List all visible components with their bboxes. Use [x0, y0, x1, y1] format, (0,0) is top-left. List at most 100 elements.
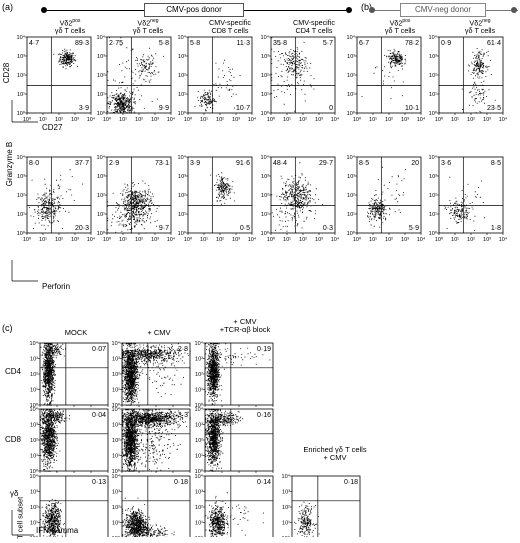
cd28-cd27-plot-events — [53, 48, 78, 70]
y-tick-label: 10⁰ — [112, 535, 121, 537]
y-tick-label: 10³ — [112, 490, 120, 496]
x-tick-label: 10⁰ — [435, 236, 444, 243]
quadrant-label-upper-left: 3·9 — [190, 160, 200, 167]
y-tick-label: 10³ — [195, 423, 203, 429]
quadrant-label-upper-right: 0·13 — [92, 479, 106, 486]
y-tick-label: 10¹ — [347, 212, 355, 218]
y-tick-label: 10³ — [261, 54, 269, 60]
y-tick-label: 10⁰ — [282, 535, 291, 537]
quadrant-label-upper-right: 0·16 — [257, 412, 271, 419]
y-tick-label: 10¹ — [30, 521, 38, 527]
x-tick-label: 10³ — [232, 117, 240, 123]
cd28-cd27-plot-frame — [26, 36, 92, 114]
plot-title: Vδ2pos γδ T cells — [54, 18, 86, 35]
y-tick-label: 10⁰ — [347, 110, 356, 117]
y-tick-label: 10⁰ — [195, 468, 204, 475]
y-tick-label: 10² — [112, 438, 120, 444]
y-tick-label: 10⁴ — [195, 340, 204, 347]
cd28-cd27-plot-events — [461, 48, 496, 114]
y-tick-label: 10³ — [347, 174, 355, 180]
y-tick-label: 10¹ — [17, 212, 25, 218]
x-tick-label: 10² — [216, 117, 224, 123]
x-tick-label: 10² — [135, 117, 143, 123]
x-tick-label: 10² — [55, 237, 63, 243]
y-tick-label: 10⁴ — [17, 154, 26, 161]
donor-bracket-end — [346, 7, 352, 13]
y-tick-label: 10¹ — [195, 521, 203, 527]
x-tick-label: 10² — [467, 237, 475, 243]
y-tick-label: 10¹ — [347, 92, 355, 98]
y-tick-label: 10¹ — [429, 92, 437, 98]
y-tick-label: 10³ — [347, 54, 355, 60]
y-tick-label: 10² — [195, 505, 203, 511]
y-tick-label: 10⁰ — [112, 468, 121, 475]
quadrant-label-upper-left: 35·8 — [273, 40, 287, 47]
x-tick-label: 10³ — [401, 237, 409, 243]
y-tick-label: 10⁴ — [429, 154, 438, 161]
quadrant-label-upper-left: 6·7 — [359, 40, 369, 47]
quadrant-label-upper-right: 0·18 — [174, 479, 188, 486]
y-tick-label: 10¹ — [30, 388, 38, 394]
y-tick-label: 10⁰ — [195, 535, 204, 537]
x-tick-label: 10⁴ — [248, 236, 257, 243]
quadrant-label-upper-left: 8·0 — [29, 160, 39, 167]
quadrant-label-upper-left: 2·9 — [109, 160, 119, 167]
quadrant-label-lower-right: 10·1 — [405, 105, 419, 112]
x-tick-label: 10³ — [483, 237, 491, 243]
y-tick-label: 10¹ — [97, 212, 105, 218]
x-tick-label: 10⁴ — [87, 236, 96, 243]
plot-title: CMV-specific CD8 T cells — [209, 18, 251, 35]
x-tick-label: 10⁴ — [167, 116, 176, 123]
y-tick-label: 10⁴ — [112, 473, 121, 480]
y-tick-label: 10⁰ — [261, 230, 270, 237]
quadrant-label-upper-right: 5·7 — [323, 40, 333, 47]
y-tick-label: 10¹ — [282, 521, 290, 527]
y-tick-label: 10² — [30, 505, 38, 511]
column-title-mock: MOCK — [64, 328, 88, 337]
x-tick-label: 10¹ — [283, 237, 291, 243]
y-tick-label: 10¹ — [429, 212, 437, 218]
quadrant-label-upper-right: 0·07 — [92, 346, 106, 353]
x-tick-label: 10² — [299, 117, 307, 123]
x-tick-label: 10³ — [483, 117, 491, 123]
quadrant-label-lower-right: 5·9 — [409, 225, 419, 232]
quadrant-label-upper-right: 5·8 — [159, 40, 169, 47]
x-axis-title-cd27: CD27 — [42, 123, 63, 132]
y-tick-label: 10³ — [429, 54, 437, 60]
x-tick-label: 10⁰ — [23, 236, 32, 243]
y-tick-label: 10⁴ — [261, 154, 270, 161]
ifn-gamma-plot-events — [205, 343, 271, 406]
cd28-cd27-plot-events — [271, 37, 315, 114]
y-tick-label: 10¹ — [112, 388, 120, 394]
cmv-pos-donor-label: CMV-pos donor — [144, 3, 244, 17]
y-tick-label: 10² — [112, 372, 120, 378]
y-tick-label: 10⁴ — [97, 154, 106, 161]
x-tick-label: 10² — [385, 237, 393, 243]
x-tick-label: 10¹ — [119, 117, 127, 123]
y-tick-label: 10¹ — [112, 454, 120, 460]
cd28-cd27-plot-frame — [270, 36, 336, 114]
ifn-gamma-plot-events — [205, 409, 244, 472]
quadrant-label-lower-right: 23·5 — [487, 105, 501, 112]
quadrant-label-upper-left: 48·4 — [273, 160, 287, 167]
x-tick-label: 10¹ — [200, 117, 208, 123]
x-tick-label: 10² — [216, 237, 224, 243]
cd28-cd27-plot-events — [107, 37, 164, 114]
y-tick-label: 10² — [195, 438, 203, 444]
y-tick-label: 10⁴ — [30, 406, 39, 413]
y-tick-label: 10⁴ — [97, 34, 106, 41]
granzyme-perforin-plot-events — [210, 172, 235, 205]
y-tick-label: 10⁰ — [178, 230, 187, 237]
y-tick-label: 10³ — [429, 174, 437, 180]
x-tick-label: 10⁴ — [331, 236, 340, 243]
granzyme-perforin-plot-frame — [26, 156, 92, 234]
ifn-gamma-plot-events — [294, 501, 320, 537]
x-tick-label: 10³ — [151, 117, 159, 123]
y-tick-label: 10¹ — [178, 92, 186, 98]
quadrant-label-upper-right: 0·19 — [257, 346, 271, 353]
y-tick-label: 10¹ — [195, 454, 203, 460]
y-tick-label: 10⁴ — [112, 340, 121, 347]
plot-title: CMV-specific CD4 T cells — [293, 18, 335, 35]
quadrant-label-upper-left: 8·5 — [359, 160, 369, 167]
quadrant-label-upper-right: 0·18 — [344, 479, 358, 486]
